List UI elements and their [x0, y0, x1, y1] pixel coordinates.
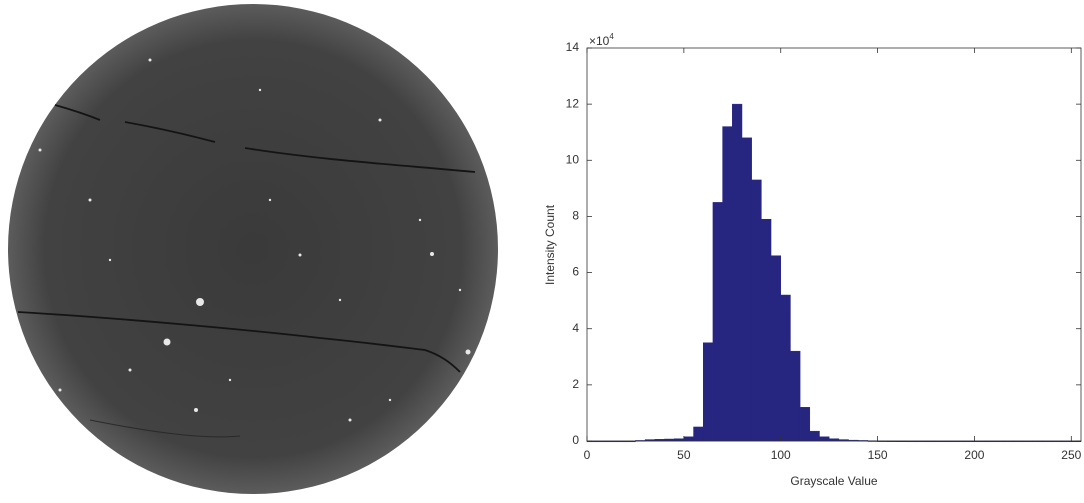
histogram-bar: [751, 179, 762, 442]
histogram-bar: [741, 137, 752, 442]
y-tick-label: 4: [572, 321, 579, 335]
histogram-bar: [693, 426, 704, 442]
y-tick-label: 2: [572, 377, 579, 391]
y-tick-label: 10: [566, 152, 580, 166]
histogram-bar: [732, 103, 743, 442]
histogram-bar: [770, 255, 781, 442]
y-tick-label: 6: [572, 265, 579, 279]
x-tick-label: 50: [677, 448, 691, 462]
y-tick-label: 14: [566, 40, 580, 54]
x-axis-label: Grayscale Value: [790, 474, 877, 488]
histogram-bar: [683, 436, 694, 442]
histogram-bar: [712, 202, 723, 442]
histogram-bar: [702, 342, 714, 442]
histogram-bar: [799, 407, 811, 442]
y-multiplier: ×104: [589, 32, 614, 48]
x-tick-label: 0: [584, 448, 591, 462]
y-tick-label: 0: [572, 433, 579, 447]
x-tick-label: 100: [771, 448, 791, 462]
x-tick-label: 250: [1061, 448, 1081, 462]
histogram-bar: [790, 350, 801, 442]
histogram-bar: [819, 436, 830, 442]
x-tick-label: 150: [868, 448, 888, 462]
histogram-bar: [780, 294, 791, 442]
histogram-bar: [722, 126, 733, 442]
y-tick-label: 8: [572, 209, 579, 223]
y-axis-label: Intensity Count: [543, 204, 557, 285]
y-tick-label: 12: [566, 96, 580, 110]
histogram-bar: [761, 218, 772, 442]
histogram-bar: [809, 430, 820, 442]
plot-frame: [586, 47, 1082, 442]
x-tick-label: 200: [964, 448, 984, 462]
ct-image: [8, 4, 498, 494]
